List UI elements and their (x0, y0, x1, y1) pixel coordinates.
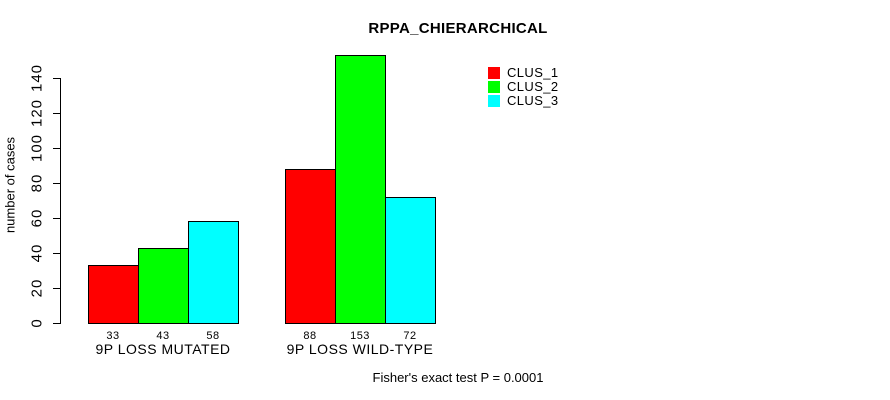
y-axis-tick (53, 148, 60, 149)
y-axis-tick-label: 60 (28, 208, 46, 228)
bar-value-label: 43 (156, 330, 170, 342)
y-axis-tick (53, 113, 60, 114)
legend-label: CLUS_2 (507, 79, 559, 94)
y-axis-tick (53, 78, 60, 79)
y-axis-tick (53, 288, 60, 289)
fisher-test-caption: Fisher's exact test P = 0.0001 (372, 370, 544, 385)
legend-swatch-icon (488, 66, 500, 79)
legend-entry-clus_2: CLUS_2 (488, 80, 559, 93)
chart-title: RPPA_CHIERARCHICAL (368, 20, 548, 37)
legend-label: CLUS_3 (507, 93, 559, 108)
y-axis-tick-label: 0 (28, 318, 46, 328)
y-axis-tick (53, 183, 60, 184)
legend-entry-clus_3: CLUS_3 (488, 94, 559, 107)
x-category-label: 9P LOSS WILD-TYPE (286, 341, 434, 357)
y-axis-tick-label: 100 (28, 133, 46, 163)
bar-clus_2-1 (138, 248, 189, 324)
y-axis-tick (53, 218, 60, 219)
y-axis-tick-label: 40 (28, 243, 46, 263)
bar-value-label: 33 (106, 330, 120, 342)
y-axis-tick (53, 323, 60, 324)
bar-clus_2-2 (335, 55, 386, 324)
legend-swatch-icon (488, 80, 500, 93)
bar-clus_1-2 (285, 169, 336, 324)
bar-clus_1-1 (88, 265, 139, 324)
bar-value-label: 72 (403, 330, 417, 342)
y-axis-tick (53, 253, 60, 254)
legend-label: CLUS_1 (507, 65, 559, 80)
legend-swatch-icon (488, 94, 500, 107)
y-axis-tick-label: 20 (28, 278, 46, 298)
legend-entry-clus_1: CLUS_1 (488, 66, 559, 79)
bar-value-label: 88 (303, 330, 317, 342)
legend: CLUS_1 CLUS_2 CLUS_3 (488, 66, 559, 107)
bar-clus_3-2 (385, 197, 436, 324)
bar-clus_3-1 (188, 221, 239, 324)
y-axis-line (60, 78, 61, 324)
bar-value-label: 153 (350, 330, 370, 342)
y-axis-tick-label: 140 (28, 63, 46, 93)
y-axis-tick-label: 80 (28, 173, 46, 193)
x-category-label: 9P LOSS MUTATED (95, 341, 231, 357)
bar-value-label: 58 (206, 330, 220, 342)
y-axis-tick-label: 120 (28, 98, 46, 128)
